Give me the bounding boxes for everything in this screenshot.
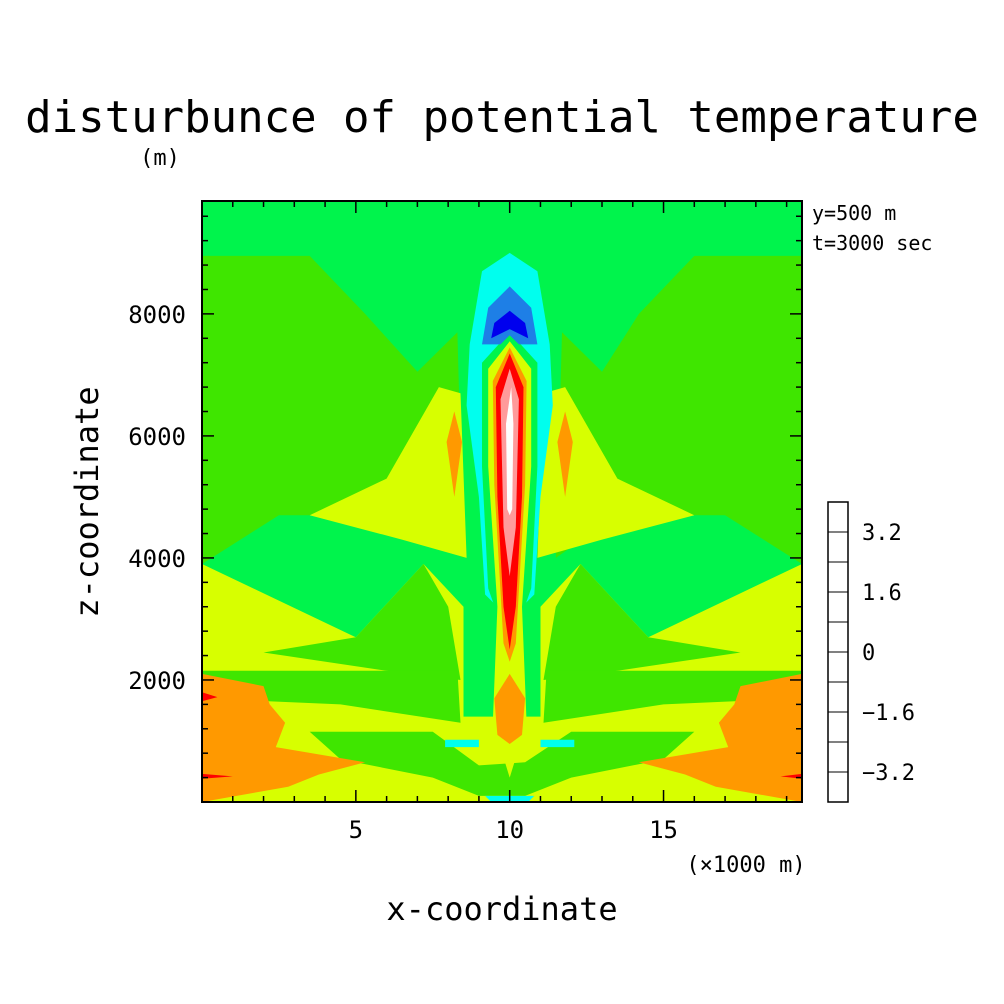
colorbar-tick-label: 3.2	[862, 521, 902, 546]
y-axis-label: z-coordinate	[68, 386, 106, 617]
x-tick-label: 10	[495, 816, 524, 844]
y-tick-label: 8000	[128, 301, 186, 329]
y-tick-label: 2000	[128, 667, 186, 695]
contour-region-upper-yellow-right	[537, 387, 695, 558]
contour-region-cyan-streak-left	[445, 739, 479, 748]
y-tick-label: 4000	[128, 545, 186, 573]
x-axis-label: x-coordinate	[386, 890, 617, 928]
contour-region-green-ring-low	[309, 731, 695, 796]
contour-region-upper-yellow-left	[309, 387, 467, 558]
contour-region-lower-green-pocket-left	[263, 564, 461, 680]
contour-region-red-edge-left-2	[202, 773, 233, 779]
contour-region-orange-blob-low	[494, 673, 526, 744]
colorbar-tick-label: −1.6	[862, 701, 915, 726]
contour-region-cyan-streak-right	[540, 739, 575, 748]
contour-region-lower-green-pocket-right	[543, 564, 741, 680]
y-unit-label: (m)	[140, 146, 180, 171]
annotation-y: y=500 m	[812, 201, 896, 225]
contour-region-green-ring-mid-left	[202, 670, 461, 723]
chart-title: disturbunce of potential temperature	[25, 92, 979, 143]
plot-area	[202, 201, 802, 802]
x-tick-label: 5	[349, 816, 363, 844]
annotation-t: t=3000 sec	[812, 231, 932, 255]
colorbar-tick-label: −3.2	[862, 761, 915, 786]
colorbar-tick-label: 0	[862, 641, 875, 666]
contour-region-orange-streak-left	[446, 411, 462, 497]
contour-region-orange-streak-right	[557, 411, 573, 497]
contour-region-white-core	[506, 387, 514, 516]
x-tick-label: 15	[649, 816, 678, 844]
colorbar-tick-label: 1.6	[862, 581, 902, 606]
contour-region-red-edge-left-1	[202, 692, 218, 702]
contour-region-green-ring-mid-right	[543, 670, 802, 723]
contour-region-deep-blue-core	[491, 310, 529, 339]
axes: 5 10 15 2000 4000 6000 8000	[128, 200, 803, 844]
y-tick-label: 6000	[128, 423, 186, 451]
x-unit-label: (×1000 m)	[686, 853, 805, 878]
contour-region-orange-bottom-right	[638, 673, 802, 802]
contour-region-orange-bottom-left	[202, 673, 366, 802]
colorbar: 3.2 1.6 0 −1.6 −3.2	[827, 501, 915, 803]
plot-frame	[201, 200, 803, 803]
